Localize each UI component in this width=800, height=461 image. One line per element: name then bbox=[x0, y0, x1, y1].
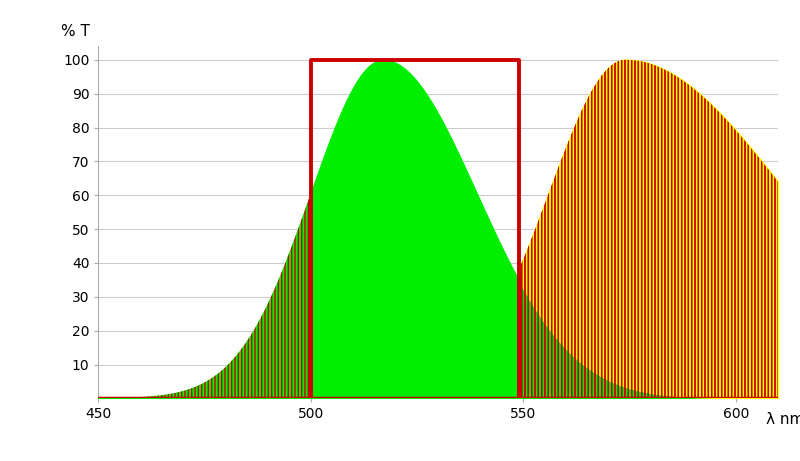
Text: % T: % T bbox=[61, 24, 90, 39]
X-axis label: λ nm: λ nm bbox=[766, 413, 800, 427]
